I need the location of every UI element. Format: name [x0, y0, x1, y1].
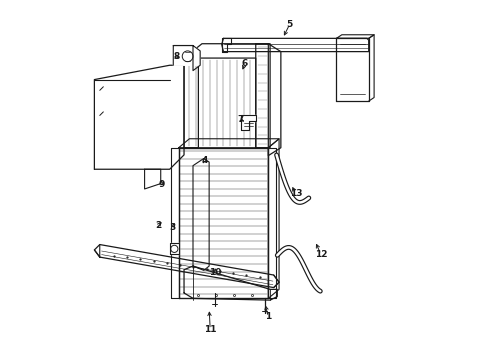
Polygon shape [95, 244, 279, 288]
Polygon shape [170, 243, 179, 253]
Polygon shape [171, 148, 179, 298]
Polygon shape [337, 35, 374, 39]
Text: 4: 4 [202, 156, 208, 165]
Text: 6: 6 [242, 59, 248, 68]
Polygon shape [221, 39, 368, 51]
Text: 7: 7 [238, 115, 244, 124]
Polygon shape [242, 116, 256, 130]
Text: 13: 13 [290, 189, 302, 198]
Text: 1: 1 [265, 312, 271, 321]
Polygon shape [193, 158, 209, 270]
Polygon shape [95, 65, 184, 169]
Text: 12: 12 [315, 250, 327, 259]
Polygon shape [184, 266, 277, 300]
Text: 10: 10 [209, 268, 222, 277]
Polygon shape [145, 169, 161, 189]
Polygon shape [179, 148, 269, 298]
Text: 3: 3 [170, 223, 176, 232]
Text: 9: 9 [158, 180, 165, 189]
Polygon shape [184, 44, 270, 148]
Polygon shape [337, 39, 368, 101]
Text: 11: 11 [204, 325, 217, 334]
Text: 5: 5 [287, 19, 293, 28]
Polygon shape [256, 44, 281, 156]
Polygon shape [173, 45, 200, 65]
Text: 8: 8 [173, 53, 179, 62]
Text: 2: 2 [155, 221, 161, 230]
Polygon shape [269, 148, 276, 298]
